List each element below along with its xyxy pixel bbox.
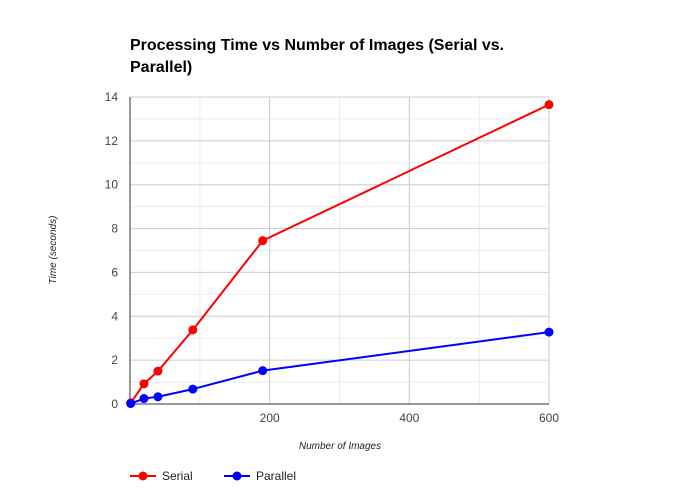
y-tick-label: 8 — [111, 222, 118, 236]
y-tick-label: 12 — [105, 134, 119, 148]
y-tick-label: 2 — [111, 353, 118, 367]
data-point-parallel — [153, 392, 163, 402]
legend-marker-serial — [138, 471, 148, 481]
y-tick-label: 10 — [105, 178, 119, 192]
y-tick-label: 14 — [105, 90, 119, 104]
data-point-parallel — [139, 394, 149, 404]
legend-label-parallel: Parallel — [256, 469, 296, 483]
data-point-parallel — [544, 327, 554, 337]
data-point-parallel — [126, 399, 136, 409]
legend-label-serial: Serial — [162, 469, 193, 483]
x-tick-label: 400 — [399, 411, 419, 425]
tick-labels: 0 2 4 6 8 10 12 14 200 400 600 — [105, 90, 560, 425]
x-tick-label: 600 — [539, 411, 559, 425]
y-tick-label: 6 — [111, 265, 118, 279]
x-tick-label: 200 — [260, 411, 280, 425]
legend: Serial Parallel — [130, 469, 296, 483]
y-axis-title: Time (seconds) — [48, 216, 59, 285]
data-point-parallel — [188, 384, 198, 394]
y-tick-label: 0 — [111, 397, 118, 411]
legend-marker-parallel — [232, 471, 242, 481]
y-tick-label: 4 — [111, 309, 118, 323]
series-layer — [126, 100, 554, 409]
data-point-serial — [544, 100, 554, 110]
data-point-serial — [188, 325, 198, 335]
data-point-parallel — [258, 366, 268, 376]
data-point-serial — [139, 379, 149, 389]
x-axis-title: Number of Images — [299, 441, 381, 452]
axes — [129, 97, 549, 405]
chart-title: Processing Time vs Number of Images (Ser… — [130, 37, 505, 76]
grid — [130, 96, 550, 404]
data-point-serial — [153, 366, 163, 376]
data-point-serial — [258, 236, 268, 246]
